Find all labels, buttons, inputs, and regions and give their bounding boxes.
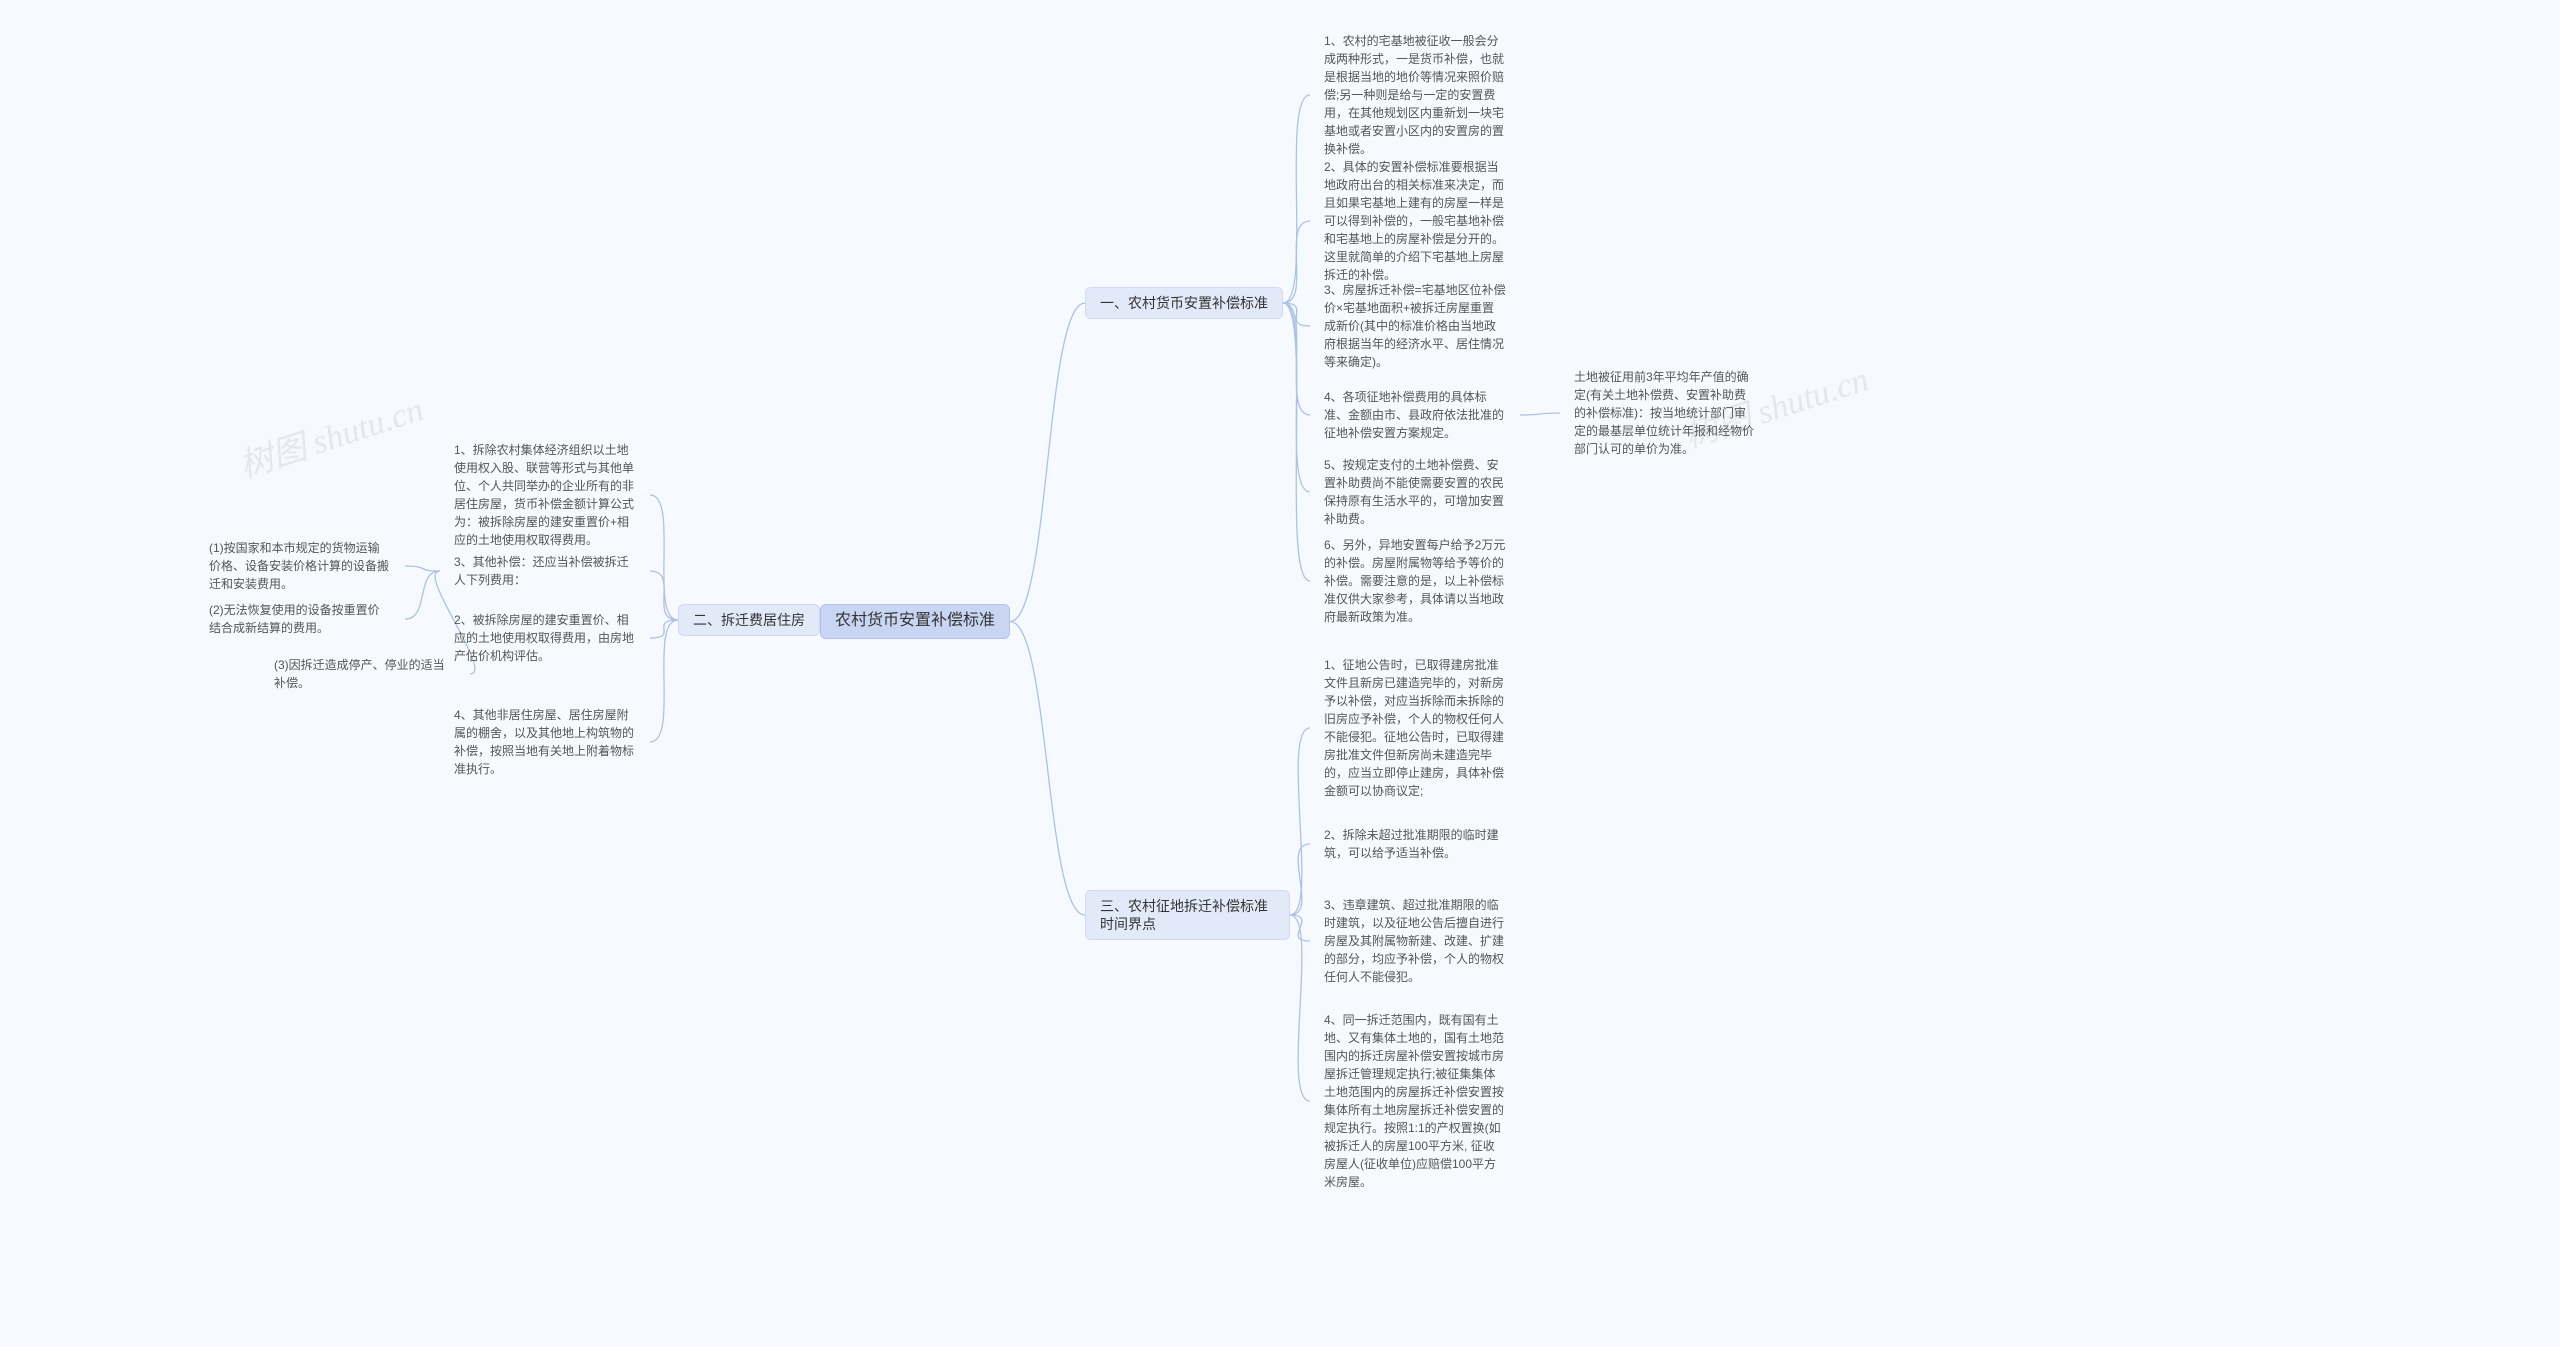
b3-item-4: 4、同一拆迁范围内，既有国有土地、又有集体土地的，国有土地范围内的拆迁房屋补偿安… — [1310, 1005, 1520, 1197]
b2-item-3: 3、其他补偿：还应当补偿被拆迁人下列费用： — [440, 547, 650, 595]
b2-item-3-sub2: (2)无法恢复使用的设备按重置价结合成新结算的费用。 — [195, 595, 405, 643]
branch-3: 三、农村征地拆迁补偿标准时间界点 — [1085, 890, 1290, 940]
b1-item-1: 1、农村的宅基地被征收一般会分成两种形式，一是货币补偿，也就是根据当地的地价等情… — [1310, 26, 1520, 164]
b2-item-2: 2、被拆除房屋的建安重置价、相应的土地使用权取得费用，由房地产估价机构评估。 — [440, 605, 650, 671]
b2-item-3-sub3: (3)因拆迁造成停产、停业的适当补偿。 — [260, 650, 470, 698]
b3-item-1: 1、征地公告时，已取得建房批准文件且新房已建造完毕的，对新房予以补偿，对应当拆除… — [1310, 650, 1520, 806]
b1-item-4: 4、各项征地补偿费用的具体标准、金额由市、县政府依法批准的征地补偿安置方案规定。 — [1310, 382, 1520, 448]
b1-item-6: 6、另外，异地安置每户给予2万元的补偿。房屋附属物等给予等价的补偿。需要注意的是… — [1310, 530, 1520, 632]
watermark-left: 树图 shutu.cn — [232, 382, 429, 488]
branch-1: 一、农村货币安置补偿标准 — [1085, 287, 1283, 319]
b1-item-2: 2、具体的安置补偿标准要根据当地政府出台的相关标准来决定，而且如果宅基地上建有的… — [1310, 152, 1520, 290]
branch-2: 二、拆迁费居住房 — [678, 604, 820, 636]
b1-item-3: 3、房屋拆迁补偿=宅基地区位补偿价×宅基地面积+被拆迁房屋重置成新价(其中的标准… — [1310, 275, 1520, 377]
root-node: 农村货币安置补偿标准 — [820, 604, 1010, 639]
b2-item-1: 1、拆除农村集体经济组织以土地使用权入股、联营等形式与其他单位、个人共同举办的企… — [440, 435, 650, 555]
b1-item-4-sub: 土地被征用前3年平均年产值的确定(有关土地补偿费、安置补助费的补偿标准)：按当地… — [1560, 362, 1770, 464]
b2-item-4: 4、其他非居住房屋、居住房屋附属的棚舍，以及其他地上构筑物的补偿，按照当地有关地… — [440, 700, 650, 784]
b3-item-3: 3、违章建筑、超过批准期限的临时建筑，以及征地公告后擅自进行房屋及其附属物新建、… — [1310, 890, 1520, 992]
b3-item-2: 2、拆除未超过批准期限的临时建筑，可以给予适当补偿。 — [1310, 820, 1520, 868]
b2-item-3-sub1: (1)按国家和本市规定的货物运输价格、设备安装价格计算的设备搬迁和安装费用。 — [195, 533, 405, 599]
b1-item-5: 5、按规定支付的土地补偿费、安置补助费尚不能使需要安置的农民保持原有生活水平的，… — [1310, 450, 1520, 534]
